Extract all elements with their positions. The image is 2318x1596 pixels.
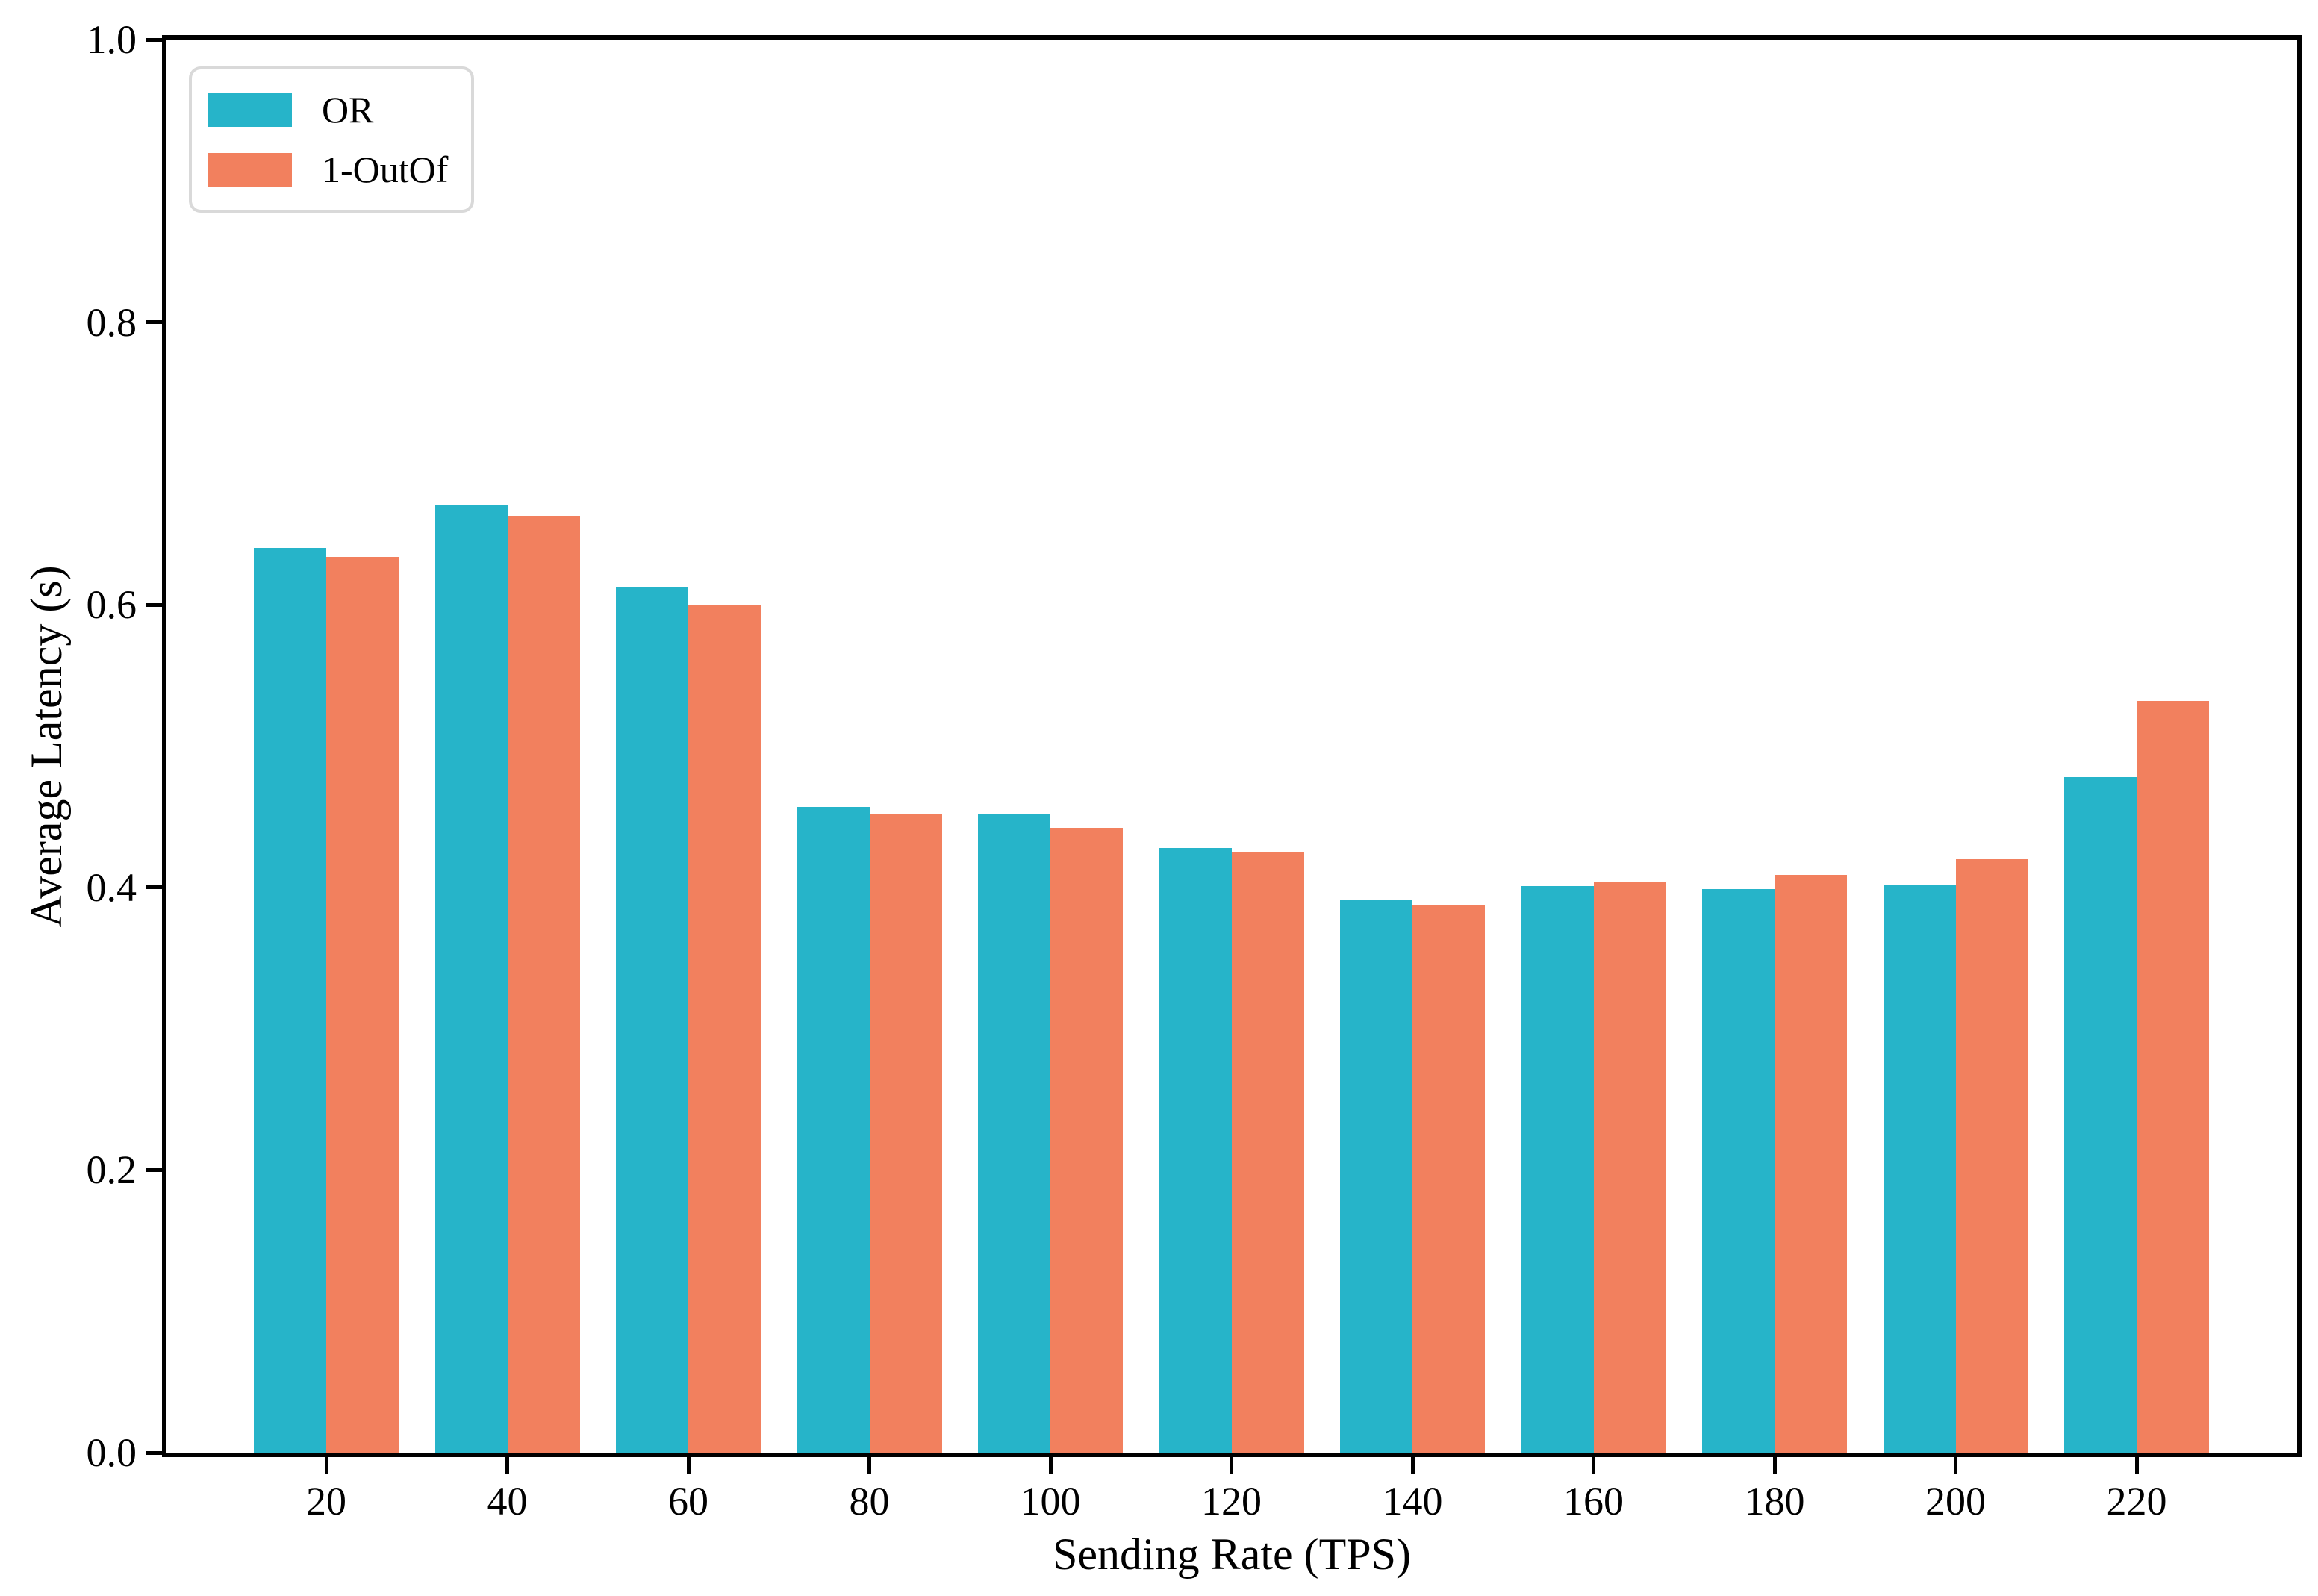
bar-or-100 — [978, 814, 1050, 1453]
x-tick-mark — [1230, 1457, 1233, 1474]
x-tick-mark — [2134, 1457, 2139, 1474]
bar-1-outof-140 — [1412, 904, 1485, 1453]
legend-swatch-or-icon — [208, 93, 292, 127]
y-tick-mark — [146, 602, 162, 607]
bar-or-160 — [1521, 885, 1594, 1453]
x-tick-label: 120 — [1201, 1479, 1262, 1524]
x-tick-label: 200 — [1925, 1479, 1986, 1524]
x-tick-label: 160 — [1563, 1479, 1624, 1524]
x-tick-mark — [505, 1457, 509, 1474]
bar-or-180 — [1702, 888, 1775, 1453]
x-tick-mark — [1772, 1457, 1777, 1474]
bar-or-20 — [254, 548, 326, 1453]
y-tick-label: 0.4 — [86, 864, 137, 910]
bar-1-outof-80 — [869, 814, 942, 1453]
x-axis-title: Sending Rate (TPS) — [1053, 1530, 1411, 1579]
bar-or-40 — [434, 504, 508, 1453]
x-tick-mark — [686, 1457, 691, 1474]
bar-1-outof-20 — [326, 556, 399, 1453]
y-tick-label: 1.0 — [86, 17, 137, 62]
x-tick-label: 180 — [1744, 1479, 1805, 1524]
x-tick-mark — [867, 1457, 871, 1474]
y-axis-title: Average Latency (s) — [22, 565, 71, 928]
bar-or-80 — [797, 806, 870, 1453]
bar-1-outof-60 — [688, 605, 761, 1453]
x-tick-mark — [324, 1457, 328, 1474]
legend-item-or: OR — [208, 91, 471, 128]
legend-item-1-outof: 1-OutOf — [208, 151, 471, 188]
x-tick-label: 60 — [668, 1479, 708, 1524]
x-tick-label: 40 — [487, 1479, 528, 1524]
bar-1-outof-220 — [2137, 700, 2209, 1453]
y-tick-mark — [146, 1450, 162, 1455]
legend-label-1-outof: 1-OutOf — [322, 149, 449, 190]
bar-or-120 — [1159, 847, 1232, 1453]
y-tick-label: 0.0 — [86, 1430, 137, 1475]
y-tick-label: 0.8 — [86, 299, 137, 345]
bar-1-outof-160 — [1593, 882, 1666, 1453]
legend-swatch-1-outof-icon — [208, 152, 292, 187]
y-tick-label: 0.2 — [86, 1147, 137, 1193]
y-tick-mark — [146, 1168, 162, 1172]
x-tick-mark — [1592, 1457, 1595, 1474]
x-tick-mark — [1048, 1457, 1053, 1474]
bar-or-140 — [1340, 900, 1412, 1453]
x-tick-label: 20 — [306, 1479, 346, 1524]
x-tick-label: 220 — [2106, 1479, 2167, 1524]
bar-1-outof-180 — [1775, 874, 1847, 1453]
bar-1-outof-100 — [1050, 828, 1123, 1453]
y-tick-mark — [146, 320, 162, 325]
x-tick-mark — [1954, 1457, 1957, 1474]
bar-1-outof-40 — [507, 515, 580, 1453]
legend-label-or: OR — [322, 89, 374, 131]
bar-or-220 — [2064, 777, 2137, 1453]
bar-1-outof-120 — [1231, 852, 1304, 1453]
legend: OR 1-OutOf — [189, 66, 474, 213]
x-tick-label: 100 — [1020, 1479, 1081, 1524]
y-tick-label: 0.6 — [86, 582, 137, 628]
x-tick-label: 80 — [849, 1479, 890, 1524]
bar-1-outof-200 — [1955, 858, 2028, 1453]
y-tick-mark — [146, 37, 162, 42]
x-tick-label: 140 — [1382, 1479, 1443, 1524]
x-tick-mark — [1410, 1457, 1415, 1474]
y-tick-mark — [146, 885, 162, 890]
bar-or-60 — [616, 587, 688, 1453]
bar-or-200 — [1883, 885, 1956, 1453]
